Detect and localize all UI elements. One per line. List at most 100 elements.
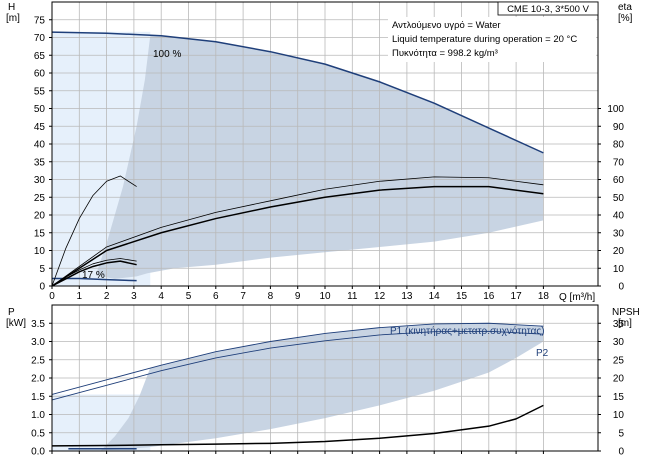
x-tick-label: 0 [49, 291, 55, 302]
power-series-0 [51, 322, 544, 395]
eta-tick-label: 100 [607, 104, 624, 115]
head-ticks: 0 1 2 3 4 5 6 7 8 9 10 11 12 13 14 15 16 17 18051015202530… [34, 15, 625, 302]
x-tick-label: 1 [77, 291, 83, 302]
head-series-6 [51, 258, 137, 287]
x-tick-label: 11 [347, 291, 358, 302]
p-tick-label: 0.0 [31, 447, 45, 458]
npsh-tick-label: 5 [618, 428, 624, 439]
x-tick-label: 12 [374, 291, 386, 302]
eta-tick-label: 10 [613, 264, 625, 275]
power-npsh-curves [51, 322, 544, 450]
eta-tick-label: 80 [613, 140, 625, 151]
h-tick-label: 55 [34, 86, 46, 97]
p2-series-label: P2 [536, 348, 549, 359]
power-ticks: 0.0 0.5 1.0 1.5 2.0 2.5 3.0 3.5 0 5 10 15 20 25 30 35 [31, 319, 624, 458]
p-tick-label: 3.0 [31, 337, 45, 348]
head-series-0 [51, 31, 544, 154]
x-tick-label: 14 [429, 291, 441, 302]
h-tick-label: 60 [34, 69, 46, 80]
operating-area [95, 35, 544, 279]
p-axis-label: P [8, 307, 15, 318]
p-tick-label: 2.0 [31, 374, 45, 385]
label-17-percent: 17 % [82, 270, 105, 281]
power-npsh-panel: 0.0 0.5 1.0 1.5 2.0 2.5 3.0 3.5 0 5 10 15 20 25 30 35 P… [6, 304, 640, 458]
p-tick-label: 3.5 [31, 319, 45, 330]
x-tick-label: 10 [319, 291, 331, 302]
power-operating-area [101, 323, 544, 451]
x-tick-label: 2 [104, 291, 110, 302]
x-tick-label: 7 [240, 291, 246, 302]
x-tick-label: 5 [186, 291, 192, 302]
npsh-tick-label: 0 [618, 447, 624, 458]
npsh-tick-label: 20 [613, 374, 625, 385]
h-tick-label: 70 [34, 33, 46, 44]
eta-tick-label: 90 [613, 122, 625, 133]
power-grid [51, 305, 598, 452]
head-grid [51, 2, 598, 287]
info-density: Πυκνότητα = 998.2 kg/m³ [392, 48, 498, 59]
npsh-tick-label: 30 [613, 337, 625, 348]
eta-tick-label: 30 [613, 228, 625, 239]
head-series-3 [51, 176, 544, 287]
npsh-tick-label: 35 [613, 319, 625, 330]
head-efficiency-curves [51, 31, 544, 287]
label-100-percent: 100 % [153, 49, 181, 60]
h-tick-label: 5 [39, 264, 45, 275]
h-tick-label: 30 [34, 175, 46, 186]
h-tick-label: 15 [34, 228, 46, 239]
head-series-2 [51, 185, 544, 287]
h-tick-label: 20 [34, 211, 46, 222]
p-tick-label: 2.5 [31, 355, 45, 366]
eta-tick-label: 70 [613, 157, 625, 168]
npsh-tick-label: 10 [613, 410, 625, 421]
eta-tick-label: 60 [613, 175, 625, 186]
info-box [388, 17, 596, 62]
x-tick-label: 8 [268, 291, 274, 302]
h-tick-label: 40 [34, 140, 46, 151]
x-tick-label: 13 [401, 291, 413, 302]
x-tick-label: 9 [295, 291, 301, 302]
x-tick-label: 6 [213, 291, 219, 302]
eta-tick-label: 40 [613, 211, 625, 222]
h-tick-label: 10 [34, 246, 46, 257]
h-tick-label: 0 [39, 282, 45, 293]
h-tick-label: 75 [34, 15, 46, 26]
h-tick-label: 45 [34, 122, 46, 133]
x-tick-label: 16 [483, 291, 495, 302]
model-label: CME 10-3, 3*500 V [507, 4, 590, 15]
x-tick-label: 15 [456, 291, 468, 302]
eta-axis-label: eta [618, 2, 632, 13]
npsh-axis-label: NPSH [612, 307, 640, 318]
power-series-1 [51, 330, 544, 401]
x-tick-label: 3 [131, 291, 137, 302]
head-series-4 [51, 175, 137, 287]
info-temperature: Liquid temperature during operation = 20… [392, 34, 577, 45]
x-tick-label: 4 [158, 291, 164, 302]
x-tick-label: 18 [538, 291, 550, 302]
h-tick-label: 25 [34, 193, 46, 204]
x-tick-label: 17 [511, 291, 523, 302]
npsh-axis-unit: [m] [618, 318, 632, 329]
eta-tick-label: 50 [613, 193, 625, 204]
eta-axis-unit: [%] [618, 13, 633, 24]
p-tick-label: 0.5 [31, 428, 45, 439]
h-tick-label: 35 [34, 157, 46, 168]
npsh-tick-label: 15 [613, 392, 625, 403]
info-fluid: Αντλούμενο υγρό = Water [392, 20, 501, 31]
p1-series-label: P1 (κινητήρας+μετατρ.συχνότητας) [390, 325, 545, 337]
npsh-tick-label: 25 [613, 355, 625, 366]
p-axis-unit: [kW] [6, 318, 26, 329]
model-label-box [497, 1, 599, 16]
h-tick-label: 65 [34, 51, 46, 62]
p-tick-label: 1.5 [31, 392, 45, 403]
h-tick-label: 50 [34, 104, 46, 115]
head-series-5 [51, 260, 137, 287]
eta-tick-label: 20 [613, 246, 625, 257]
q-axis-label: Q [m³/h] [559, 292, 595, 303]
h-axis-label: H [8, 2, 15, 13]
eta-tick-label: 0 [618, 282, 624, 293]
h-axis-unit: [m] [6, 13, 20, 24]
power-series-2 [51, 404, 544, 447]
